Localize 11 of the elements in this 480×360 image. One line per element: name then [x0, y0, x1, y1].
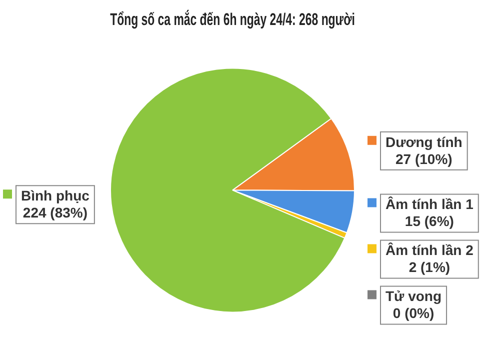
- legend-label: Âm tính lần 2: [385, 242, 474, 258]
- legend-label: Bình phục: [21, 187, 90, 204]
- data-label: 224 (83%): [22, 204, 88, 220]
- data-label: 2 (1%): [408, 259, 450, 276]
- legend-label: Dương tính: [385, 134, 462, 150]
- text: 0 (0%): [392, 305, 434, 322]
- chart-title: Tổng số ca mắc đến 6h ngày 24/4: 268 người: [110, 10, 355, 30]
- data-label: 27 (10%): [396, 150, 452, 167]
- legend-label: Tử vong: [385, 288, 442, 304]
- data-label: 15 (6%): [404, 213, 454, 230]
- legend-label: Âm tính lần 1: [385, 196, 474, 212]
